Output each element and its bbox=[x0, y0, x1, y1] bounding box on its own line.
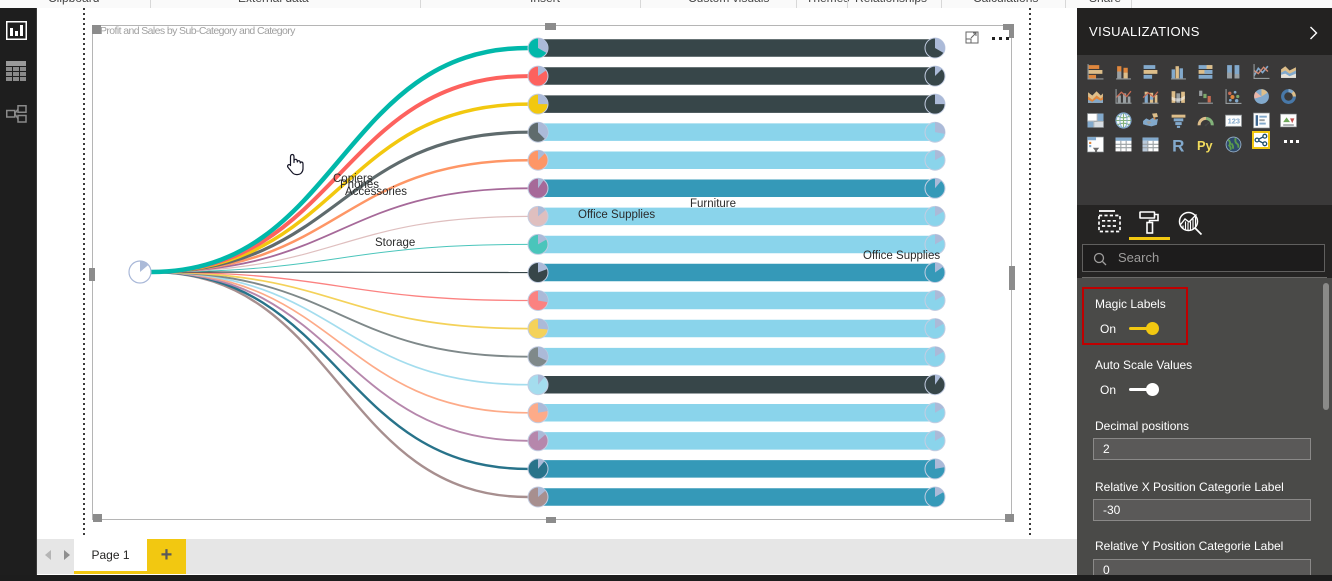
svg-text:Phones: Phones bbox=[340, 179, 379, 191]
svg-text:Accessories: Accessories bbox=[345, 186, 407, 198]
svg-text:123: 123 bbox=[1228, 117, 1240, 126]
svg-text:Furniture: Furniture bbox=[690, 198, 736, 210]
svg-text:Office Supplies: Office Supplies bbox=[578, 209, 655, 221]
svg-text:Office Supplies: Office Supplies bbox=[863, 250, 940, 262]
svg-text:R: R bbox=[1172, 136, 1184, 153]
svg-text:Py: Py bbox=[1197, 138, 1214, 153]
svg-text:Copiers: Copiers bbox=[333, 173, 373, 185]
svg-text:Storage: Storage bbox=[375, 237, 415, 249]
